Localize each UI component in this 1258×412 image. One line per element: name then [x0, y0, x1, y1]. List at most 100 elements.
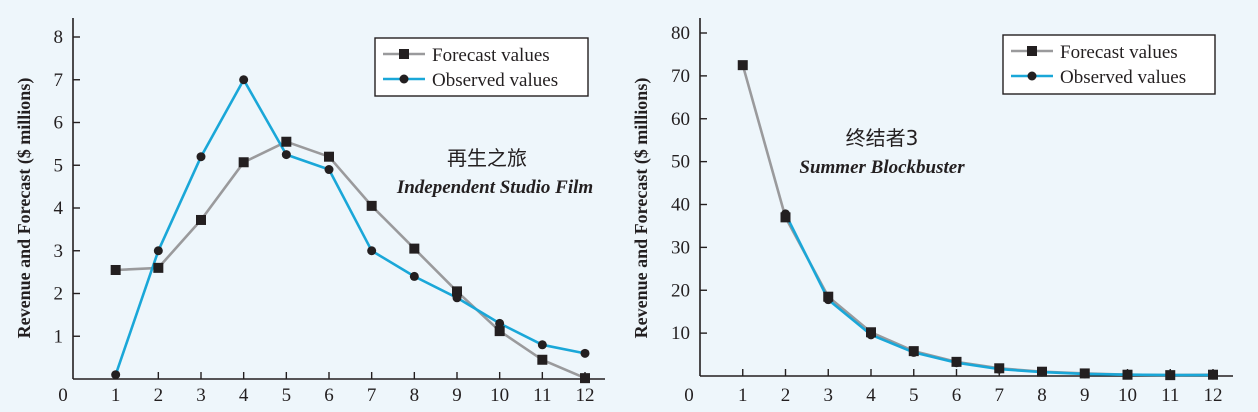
legend-observed-label: Observed values: [1060, 67, 1186, 88]
observed-point: [153, 246, 163, 256]
observed-point: [196, 152, 206, 162]
legend-box: [1002, 34, 1216, 95]
y-axis-label: Revenue and Forecast ($ millions): [14, 78, 35, 339]
observed-point: [111, 370, 121, 380]
x-tick-label: 0: [58, 385, 68, 406]
x-tick-label: 11: [533, 385, 551, 406]
observed-point: [239, 75, 249, 85]
y-tick-label: 5: [54, 155, 64, 176]
observed-point: [452, 293, 462, 303]
x-tick-label: 11: [1161, 385, 1179, 406]
observed-point: [1080, 369, 1090, 379]
x-tick-label: 6: [324, 385, 334, 406]
x-tick-label: 3: [824, 385, 834, 406]
legend-forecast-marker: [1027, 46, 1037, 56]
x-tick-label: 4: [866, 385, 876, 406]
x-tick-label: 5: [909, 385, 919, 406]
x-tick-label: 9: [1080, 385, 1090, 406]
series-layer: [110, 75, 590, 384]
observed-point: [909, 347, 919, 357]
observed-point: [823, 295, 833, 305]
forecast-point: [238, 157, 249, 168]
observed-point: [781, 209, 790, 219]
x-tick-label: 8: [410, 385, 420, 406]
chart-subtitle: Independent Studio Film: [396, 177, 593, 198]
x-tick-label: 4: [239, 385, 249, 406]
forecast-point: [366, 200, 377, 211]
observed-point: [495, 318, 505, 328]
y-tick-label: 60: [671, 109, 690, 130]
legend-forecast-marker: [399, 49, 409, 59]
x-tick-label: 2: [154, 385, 164, 406]
y-tick-label: 8: [54, 27, 64, 48]
x-tick-label: 1: [738, 385, 748, 406]
forecast-series-line: [741, 64, 1214, 377]
x-tick-label: 7: [995, 385, 1005, 406]
y-tick-label: 6: [54, 113, 64, 134]
forecast-point: [452, 286, 462, 297]
x-tick-label: 7: [367, 385, 377, 406]
forecast-point: [324, 151, 334, 162]
observed-point: [1165, 370, 1175, 380]
x-tick-label: 5: [282, 385, 292, 406]
chart-title: 再生之旅: [447, 146, 527, 170]
chart-title: 终结者3: [846, 126, 919, 150]
observed-point: [994, 364, 1004, 374]
legend-observed-label: Observed values: [432, 70, 558, 91]
x-tick-label: 1: [111, 385, 121, 406]
x-tick-label: 12: [576, 385, 595, 406]
forecast-point: [537, 354, 548, 365]
x-tick-label: 8: [1037, 385, 1047, 406]
forecast-point: [110, 264, 121, 275]
observed-point: [952, 358, 961, 368]
observed-point: [1208, 370, 1218, 380]
observed-series-line: [114, 78, 586, 376]
y-tick-label: 40: [671, 195, 690, 216]
chart-independent-film: Revenue and Forecast ($ millions) 123456…: [14, 18, 605, 406]
y-axis-label: Revenue and Forecast ($ millions): [631, 78, 652, 339]
observed-point: [866, 330, 876, 340]
observed-point: [324, 165, 334, 175]
observed-point: [281, 150, 291, 160]
x-tick-label: 12: [1204, 385, 1223, 406]
x-tick-label: 3: [196, 385, 206, 406]
y-tick-label: 10: [671, 323, 690, 344]
y-tick-label: 1: [54, 326, 64, 347]
observed-point: [1123, 370, 1132, 380]
x-tick-label: 0: [684, 385, 694, 406]
x-tick-label: 2: [781, 385, 791, 406]
legend-observed-marker: [1027, 71, 1037, 81]
legend-observed-marker: [399, 74, 409, 84]
forecast-point: [153, 262, 164, 273]
series-layer: [737, 60, 1218, 381]
y-tick-label: 20: [671, 280, 690, 301]
forecast-point: [494, 326, 505, 337]
x-tick-label: 9: [452, 385, 462, 406]
forecast-point: [580, 373, 590, 384]
forecast-point: [281, 136, 292, 147]
x-tick-label: 10: [490, 385, 509, 406]
y-tick-label: 7: [54, 70, 64, 91]
legend-box: [374, 37, 589, 97]
chart-subtitle: Summer Blockbuster: [799, 157, 965, 178]
observed-point: [580, 348, 590, 358]
y-tick-label: 30: [671, 237, 690, 258]
y-tick-label: 2: [54, 284, 64, 305]
chart-summer-blockbuster: Revenue and Forecast ($ millions) 102030…: [631, 18, 1233, 406]
y-tick-label: 4: [54, 198, 64, 219]
forecast-point: [409, 243, 420, 254]
legend: Forecast values Observed values: [1002, 34, 1216, 95]
legend-forecast-label: Forecast values: [1060, 42, 1178, 63]
legend: Forecast values Observed values: [374, 37, 589, 97]
y-tick-label: 3: [54, 241, 64, 262]
forecast-point: [737, 60, 748, 71]
forecast-point: [196, 214, 206, 225]
legend-forecast-label: Forecast values: [432, 45, 550, 66]
y-tick-label: 70: [671, 66, 690, 87]
observed-series-line: [784, 213, 1213, 377]
x-tick-label: 6: [952, 385, 962, 406]
